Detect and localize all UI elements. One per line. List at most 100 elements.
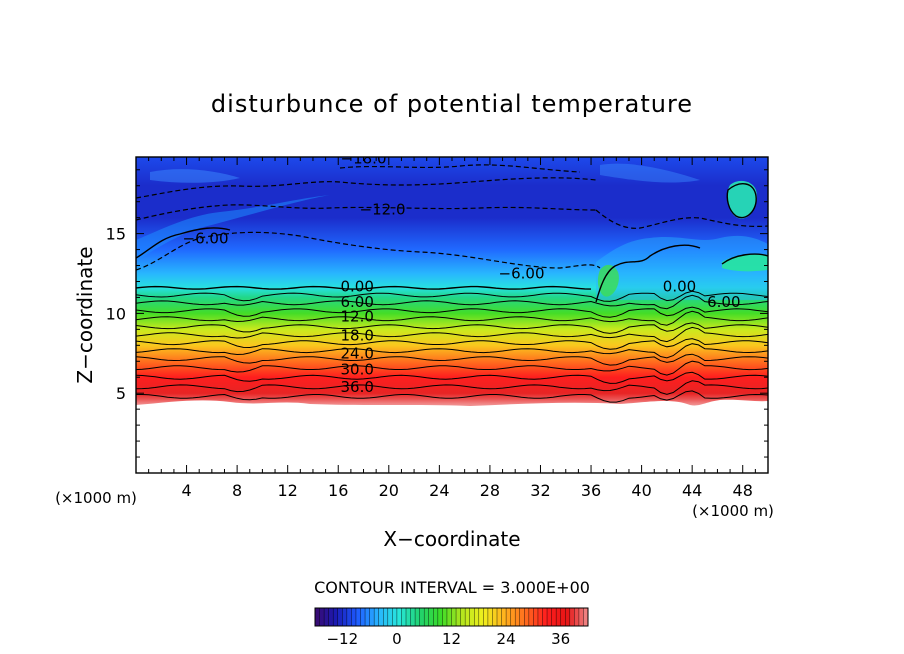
upper-level-features [136,163,768,300]
colorbar-swatch [456,608,461,626]
colorbar-swatch [419,608,425,626]
x-tick-label: 4 [181,481,191,500]
colorbar-swatch [410,608,416,626]
x-tick-label: 44 [682,481,702,500]
colorbar-swatch [510,608,516,626]
colorbar-swatch [324,608,330,626]
colorbar-swatch [478,608,484,626]
colorbar-swatch [560,608,566,626]
colorbar-swatch [474,608,480,626]
colorbar-swatch [446,608,452,626]
contour-line [136,290,768,302]
x-tick-label: 28 [480,481,500,500]
colorbar-tick-label: 0 [392,630,402,648]
colorbar-swatch [528,608,534,626]
contour-labels: −18.0−12.0−6.00−6.000.00 0.006.00 6.0012.0… [183,157,741,396]
contour-line [136,390,768,403]
contour-line [136,294,768,310]
contour-label: 24.0 [340,344,373,362]
colorbar-swatch [556,608,562,626]
colorbar-swatch [428,608,434,626]
contour-line-zero [136,285,592,290]
x-tick-label: 24 [429,481,449,500]
negative-contours [136,164,768,271]
colorbar-swatch [355,608,361,626]
colorbar-swatch [569,608,575,626]
colorbar-swatch [506,608,512,626]
colorbar-swatch [396,608,402,626]
plot-area: −18.0−12.0−6.00−6.000.00 0.006.00 6.0012.0… [136,157,768,473]
x-tick-label: 16 [328,481,348,500]
colorbar-swatch [515,608,521,626]
colorbar-swatch [551,608,557,626]
colorbar-tick-label: 12 [442,630,461,648]
colorbar-swatch [533,608,539,626]
colorbar-swatch [351,608,357,626]
contour-line [136,310,768,326]
colorbar-swatch [583,608,589,626]
colorbar-swatch [519,608,525,626]
x-tick-label: 32 [530,481,550,500]
x-tick-label: 8 [232,481,242,500]
colorbar-swatch [460,608,466,626]
y-tick-label: 5 [116,384,126,403]
contour-label: 30.0 [340,360,373,378]
contour-line [136,353,768,366]
colorbar-swatch [319,608,325,626]
colorbar-swatch [342,608,348,626]
x-tick-label: 20 [379,481,399,500]
contour-label: −6.00 [499,265,545,283]
colorbar-swatch [451,608,457,626]
colorbar-swatch [415,608,421,626]
colorbar-swatch [574,608,580,626]
x-axis-ticks: 4 8 12 16 20 24 28 32 36 40 44 48 [148,157,756,500]
colorbar-swatch [333,608,339,626]
colorbar-swatch [387,608,393,626]
terrain-blank-region [136,399,768,473]
y-axis-ticks: 5 10 15 [106,169,768,458]
colorbar-swatch [433,608,439,626]
colorbar-swatch [406,608,411,626]
contour-line [136,371,768,384]
colorbar-swatch [346,608,352,626]
z-unit-label: (×1000 m) [55,489,137,507]
colorbar-swatch [547,608,552,626]
colorbar-swatch [469,608,475,626]
colorbar-swatch [360,608,366,626]
x-tick-label: 12 [278,481,298,500]
colorbar-tick-label: 24 [497,630,516,648]
colorbar-swatch [315,608,320,626]
colorbar-swatch [487,608,493,626]
contour-interval-text: CONTOUR INTERVAL = 3.000E+00 [314,578,590,597]
contour-line [136,322,768,334]
colorbar-swatch [537,608,543,626]
contour-label: 18.0 [340,327,373,345]
colorbar-swatch [465,608,471,626]
colorbar-swatch [442,608,448,626]
contour-line [136,306,768,318]
colorbar-swatch [401,608,407,626]
contour-lines [136,285,768,403]
contour-label: 0.00 [340,277,373,295]
x-tick-label: 40 [631,481,651,500]
y-tick-label: 15 [106,225,126,244]
colorbar-tick-label: 36 [551,630,570,648]
y-tick-label: 10 [106,304,126,323]
contour-line [136,380,768,395]
colorbar-swatch [392,608,398,626]
contour-label: −6.00 [183,229,229,247]
colorbar-swatch [365,608,370,626]
colorbar-frame [314,607,589,627]
colorbar-swatch [524,608,530,626]
chart-title: disturbunce of potential temperature [211,90,693,118]
contour-label: −12.0 [360,201,406,219]
colorbar-swatch [328,608,334,626]
x-tick-label: 36 [581,481,601,500]
zero-contour [136,183,768,303]
colorbar: −12 0 12 24 36 [314,607,589,648]
colorbar-swatch [492,608,498,626]
colorbar-swatch [565,608,571,626]
colorbar-swatch [542,608,548,626]
contour-line [136,360,768,376]
